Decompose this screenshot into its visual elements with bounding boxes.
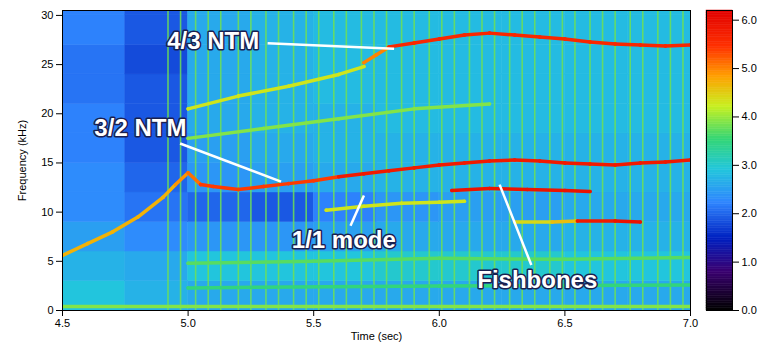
svg-text:3/2 NTM: 3/2 NTM (94, 114, 186, 141)
svg-text:15: 15 (41, 156, 53, 168)
svg-text:5.5: 5.5 (306, 317, 321, 329)
svg-text:1.0: 1.0 (742, 256, 757, 268)
svg-text:6.0: 6.0 (742, 14, 757, 26)
svg-text:Time (sec): Time (sec) (351, 330, 403, 342)
svg-text:6.0: 6.0 (432, 317, 447, 329)
svg-text:4.0: 4.0 (742, 110, 757, 122)
svg-text:20: 20 (41, 107, 53, 119)
svg-text:5.0: 5.0 (742, 62, 757, 74)
svg-text:30: 30 (41, 9, 53, 21)
svg-text:0: 0 (47, 304, 53, 316)
svg-text:6.5: 6.5 (557, 317, 572, 329)
svg-text:1/1 mode: 1/1 mode (292, 226, 396, 253)
svg-text:5: 5 (47, 255, 53, 267)
svg-text:4/3 NTM: 4/3 NTM (167, 27, 259, 54)
svg-text:10: 10 (41, 206, 53, 218)
svg-text:3.0: 3.0 (742, 159, 757, 171)
svg-text:4.5: 4.5 (55, 317, 70, 329)
svg-text:2.0: 2.0 (742, 207, 757, 219)
svg-text:5.0: 5.0 (180, 317, 195, 329)
svg-text:Frequency (kHz): Frequency (kHz) (16, 120, 28, 201)
svg-text:7.0: 7.0 (683, 317, 698, 329)
svg-text:Fishbones: Fishbones (477, 266, 597, 293)
svg-text:25: 25 (41, 58, 53, 70)
svg-text:0.0: 0.0 (742, 304, 757, 316)
